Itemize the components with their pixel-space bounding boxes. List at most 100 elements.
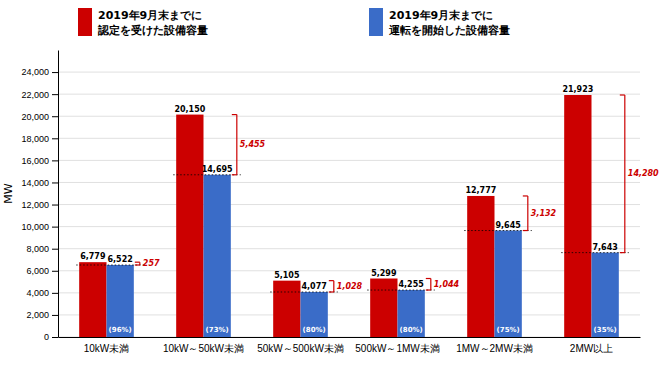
tick: 10,000: [21, 222, 58, 232]
difference-label: 1,028: [337, 282, 363, 291]
bar: [107, 265, 134, 337]
grid-line: [58, 248, 640, 249]
legend-label: 2019年9月末までに認定を受けた設備容量: [97, 9, 208, 37]
tick: 4,000: [26, 288, 58, 298]
tick: 12,000: [21, 200, 58, 210]
axis-line: [58, 51, 59, 338]
tick-label: 18,000: [21, 134, 49, 144]
grid-line: [58, 314, 640, 315]
tick-label: 16,000: [21, 156, 49, 166]
tick: 18,000: [21, 134, 58, 144]
chart: 0 2,000 4,000 6,000 8,000 10,000 12,000 14,000 1…: [0, 0, 670, 367]
grid-line: [58, 72, 640, 73]
bar: [273, 281, 300, 337]
axis-title: MW: [2, 183, 15, 203]
tick-mark: [52, 205, 58, 206]
bracket-tick: [426, 278, 431, 279]
marks: [76, 95, 629, 337]
data-label: 4,255: [399, 280, 425, 289]
bracket-tick: [232, 174, 237, 175]
tick-mark: [52, 293, 58, 294]
difference-label: 1,044: [434, 280, 460, 289]
grid-line: [58, 182, 640, 183]
grid-line: [58, 226, 640, 227]
tick: 50kW～500kW未満: [257, 337, 344, 354]
tick-label: 6,000: [26, 266, 49, 276]
bar: [204, 175, 231, 337]
percentage-label: (96%): [109, 326, 132, 334]
difference-annotations: [76, 95, 629, 292]
grid-line: [58, 116, 640, 117]
tick-mark: [52, 227, 58, 228]
percentage-label: (80%): [303, 326, 326, 334]
bar: [370, 279, 397, 337]
tick: 0: [44, 332, 58, 342]
data-label: 6,522: [108, 255, 133, 264]
tick-label: 10kW～50kW未満: [163, 343, 244, 354]
tick: 10kW～50kW未満: [163, 337, 244, 354]
bracket-tick: [232, 114, 237, 115]
grid-line: [58, 94, 640, 95]
tick-label: 8,000: [26, 244, 49, 254]
bracket-tick: [620, 94, 625, 95]
tick-label: 50kW～500kW未満: [257, 343, 344, 354]
percentage-label: (75%): [497, 326, 520, 334]
percentage-label: (80%): [400, 326, 423, 334]
tick-mark: [52, 94, 58, 95]
bracket-tick: [135, 264, 140, 265]
axis-line: [59, 337, 641, 338]
tick-label: 500kW～1MW未満: [355, 343, 439, 354]
tick-label: 22,000: [21, 90, 49, 100]
legend-swatch: [78, 8, 92, 36]
data-label: 5,105: [274, 271, 300, 280]
tick: 2MW以上: [570, 337, 613, 354]
bracket: [333, 281, 334, 292]
difference-label: 5,455: [240, 140, 266, 149]
bracket: [527, 196, 528, 231]
legend-item: 2019年9月末までに認定を受けた設備容量: [78, 8, 208, 37]
bracket-tick: [523, 230, 528, 231]
tick-label: 1MW～2MW未満: [456, 343, 533, 354]
series: [79, 95, 591, 337]
grid: [58, 72, 640, 337]
tick: 8,000: [26, 244, 58, 254]
bar: [592, 253, 619, 337]
x-axis: 10kW未満 10kW～50kW未満 50kW～500kW未満 500kW～1MW未満…: [59, 337, 641, 354]
reference-line: [561, 252, 629, 253]
percentage-label: (35%): [594, 326, 617, 334]
tick-mark: [52, 116, 58, 117]
bracket-tick: [620, 252, 625, 253]
bracket: [624, 95, 625, 253]
tick: 500kW～1MW未満: [355, 337, 439, 354]
data-label: 5,299: [371, 269, 397, 278]
reference-line: [173, 174, 241, 175]
bracket: [236, 115, 237, 175]
tick: 24,000: [21, 67, 58, 77]
data-label: 4,077: [302, 282, 327, 291]
tick: 1MW～2MW未満: [456, 337, 533, 354]
tick-mark: [52, 72, 58, 73]
tick-mark: [52, 271, 58, 272]
tick: 20,000: [21, 112, 58, 122]
tick: 22,000: [21, 90, 58, 100]
reference-line: [270, 291, 338, 292]
reference-line: [464, 230, 532, 231]
difference-label: 3,132: [531, 209, 557, 218]
grid-line: [58, 138, 640, 139]
tick: 14,000: [21, 178, 58, 188]
legend-item: 2019年9月末までに運転を開始した設備容量: [369, 8, 510, 37]
tick-label: 0: [44, 332, 49, 342]
grid-line: [58, 204, 640, 205]
reference-line: [76, 265, 144, 266]
tick-label: 24,000: [21, 67, 49, 77]
difference-label: 14,280: [628, 169, 659, 178]
tick-mark: [52, 160, 58, 161]
tick: 10kW未満: [84, 337, 130, 354]
bar: [398, 290, 425, 337]
tick-label: 20,000: [21, 112, 49, 122]
tick-label: 4,000: [26, 288, 49, 298]
difference-label: 257: [143, 259, 160, 268]
bracket-tick: [426, 289, 431, 290]
tick: 2,000: [26, 310, 58, 320]
tick: 6,000: [26, 266, 58, 276]
